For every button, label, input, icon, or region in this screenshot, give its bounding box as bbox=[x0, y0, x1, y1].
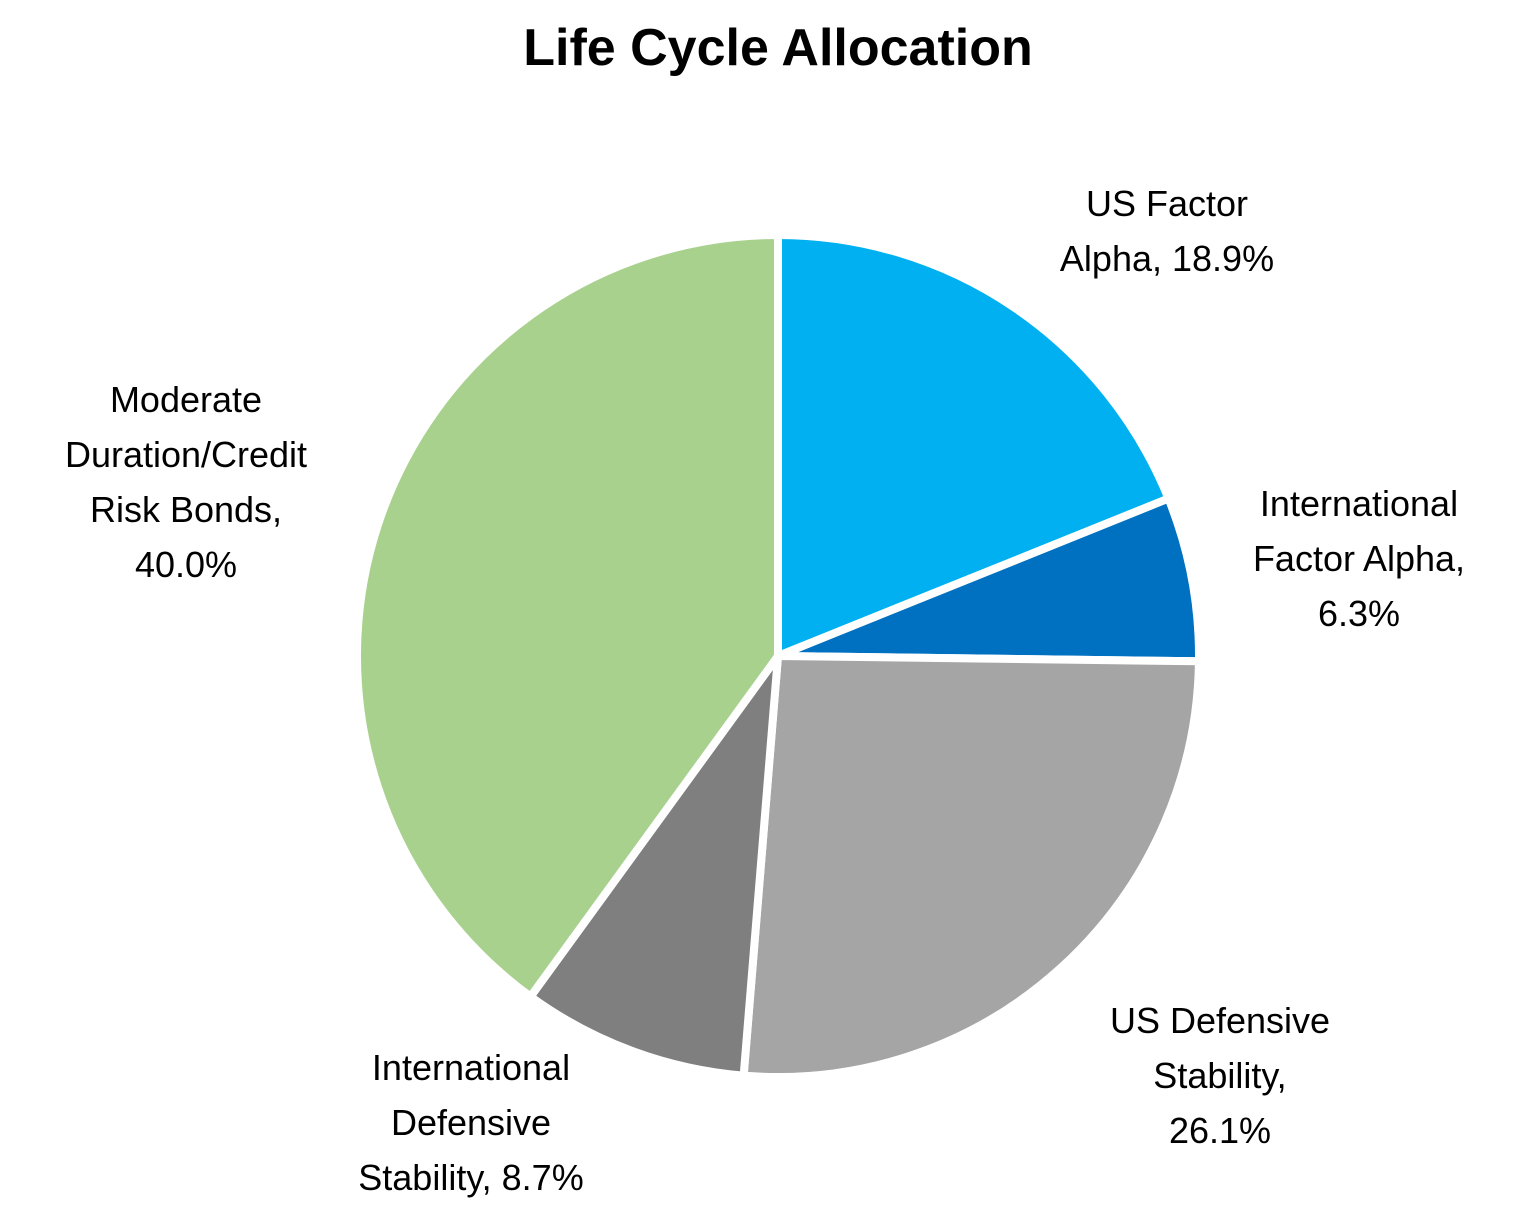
data-label-us-defensive-stability: US Defensive Stability, 26.1% bbox=[1110, 993, 1330, 1158]
data-label-line: Stability, 8.7% bbox=[358, 1157, 584, 1198]
data-label-line: Alpha, 18.9% bbox=[1059, 238, 1275, 279]
data-label-line: Factor Alpha, bbox=[1252, 538, 1466, 579]
pie-slice-moderate-duration-credit-risk-bonds bbox=[353, 231, 782, 1001]
data-label-line: Duration/Credit bbox=[64, 434, 308, 475]
data-label-line: International bbox=[1259, 483, 1459, 524]
data-label-line: Risk Bonds, bbox=[89, 489, 283, 530]
data-label-international-defensive-stability: International Defensive Stability, 8.7% bbox=[358, 1040, 583, 1205]
data-label-line: Defensive bbox=[390, 1102, 552, 1143]
data-label-line: 26.1% bbox=[1168, 1110, 1272, 1151]
chart-title: Life Cycle Allocation bbox=[523, 19, 1033, 77]
data-label-line: 40.0% bbox=[134, 544, 238, 585]
data-label-line: Moderate bbox=[109, 379, 263, 420]
data-label-moderate-duration-credit-risk-bonds: Moderate Duration/Credit Risk Bonds, 40.0% bbox=[65, 372, 307, 592]
data-label-line: International bbox=[371, 1047, 571, 1088]
data-label-us-factor-alpha: US Factor Alpha, 18.9% bbox=[1060, 176, 1274, 286]
data-label-line: US Defensive bbox=[1109, 1000, 1331, 1041]
data-label-line: Stability, bbox=[1153, 1055, 1287, 1096]
data-label-line: 6.3% bbox=[1317, 593, 1401, 634]
data-label-international-factor-alpha: International Factor Alpha, 6.3% bbox=[1253, 476, 1465, 641]
pie-slice-international-defensive-stability bbox=[526, 652, 782, 1080]
data-label-line: US Factor bbox=[1085, 183, 1249, 224]
pie-slice-us-factor-alpha bbox=[774, 231, 1173, 660]
pie-slice-us-defensive-stability bbox=[739, 652, 1203, 1082]
pie-slice-international-factor-alpha bbox=[774, 494, 1203, 666]
